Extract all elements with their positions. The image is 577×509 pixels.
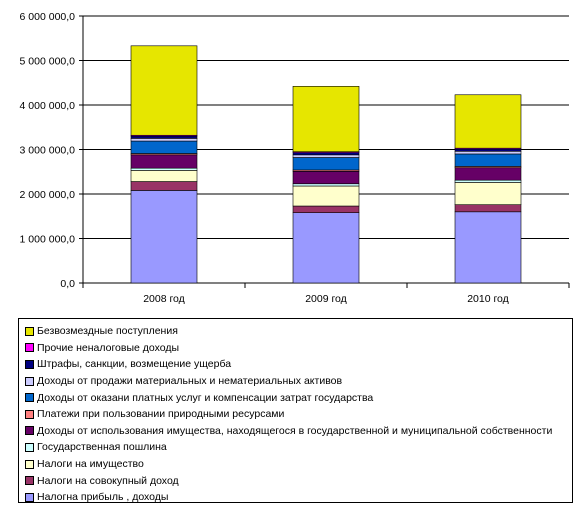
bar-segment [454, 179, 522, 183]
legend-label: Безвозмездные поступления [37, 325, 178, 338]
plot-area: 0,0 1 000 000,0 2 000 000,0 3 000 000,0 4 00… [20, 11, 570, 305]
bar-segment [130, 167, 198, 171]
legend-label: Налоги на совокупный доход [37, 474, 179, 487]
legend: Безвозмездные поступления Прочие неналого… [18, 318, 573, 503]
bar-segment [454, 94, 522, 149]
bar-segment [292, 185, 360, 207]
y-tick-label: 5 000 000,0 [20, 56, 76, 68]
legend-item: Доходы от продажи материальных и нематер… [25, 373, 572, 390]
legend-item: Налоги на совокупный доход [25, 472, 572, 489]
stacked-bar-chart: 0,0 1 000 000,0 2 000 000,0 3 000 000,0 4 00… [20, 11, 570, 305]
x-tick-label: 2008 год [143, 293, 185, 305]
bar-segment [130, 135, 198, 139]
legend-item: Штрафы, санкции, возмещение ущерба [25, 356, 572, 373]
bar-segment [454, 182, 522, 205]
legend-item: Государственная пошлина [25, 439, 572, 456]
legend-swatch [25, 376, 34, 386]
legend-label: Доходы от продажи материальных и нематер… [37, 375, 343, 388]
bar-segment [292, 86, 360, 153]
legend-label: Налогна прибыль , доходы [37, 491, 169, 504]
bar-segment [130, 140, 198, 154]
bar-segment [292, 205, 360, 213]
bar-segment [130, 138, 198, 142]
legend-swatch [25, 393, 34, 403]
legend-item: Безвозмездные поступления [25, 323, 572, 340]
y-tick-label: 0,0 [60, 278, 75, 290]
legend-item: Доходы от использования имущества, наход… [25, 423, 572, 440]
bar-segment [292, 183, 360, 187]
legend-swatch [25, 359, 34, 369]
bar-segment [454, 211, 522, 284]
legend-item: Платежи при пользовании природными ресур… [25, 406, 572, 423]
legend-label: Доходы от использования имущества, наход… [37, 424, 553, 437]
bar-segment [130, 170, 198, 182]
bar-segment [292, 157, 360, 171]
legend-label: Платежи при пользовании природными ресур… [37, 408, 285, 421]
y-tick-label: 2 000 000,0 [20, 189, 76, 201]
bar-segment [130, 181, 198, 191]
legend-label: Налоги на имущество [37, 458, 144, 471]
bar-segment [454, 153, 522, 167]
bar-segment [292, 152, 360, 156]
legend-swatch [25, 343, 34, 353]
legend-swatch [25, 426, 34, 436]
y-tick-label: 4 000 000,0 [20, 100, 76, 112]
legend-item: Налогна прибыль , доходы [25, 489, 572, 506]
legend-swatch [25, 492, 34, 502]
bar-segment [130, 154, 198, 169]
bar-segment [292, 154, 360, 158]
x-tick-label: 2010 год [467, 293, 509, 305]
legend-label: Доходы от оказани платных услуг и компен… [37, 391, 374, 404]
legend-item: Прочие неналоговые доходы [25, 340, 572, 357]
y-tick-label: 3 000 000,0 [20, 145, 76, 157]
legend-swatch [25, 459, 34, 469]
y-tick-label: 6 000 000,0 [20, 11, 76, 23]
x-tick-label: 2009 год [305, 293, 347, 305]
bar-segment [454, 167, 522, 181]
legend-swatch [25, 442, 34, 452]
legend-item: Доходы от оказани платных услуг и компен… [25, 389, 572, 406]
bar-segment [130, 190, 198, 284]
y-tick-label: 1 000 000,0 [20, 234, 76, 246]
bar-segment [454, 204, 522, 213]
bar-segment [292, 212, 360, 284]
legend-swatch [25, 409, 34, 419]
legend-item: Налоги на имущество [25, 456, 572, 473]
bar-segment [454, 148, 522, 152]
bar-segment [454, 150, 522, 155]
legend-label: Прочие неналоговые доходы [37, 341, 180, 354]
legend-swatch [25, 326, 34, 336]
legend-swatch [25, 476, 34, 486]
legend-label: Штрафы, санкции, возмещение ущерба [37, 358, 232, 371]
bar-segment [292, 171, 360, 185]
bar-segment [130, 45, 198, 136]
legend-label: Государственная пошлина [37, 441, 167, 454]
